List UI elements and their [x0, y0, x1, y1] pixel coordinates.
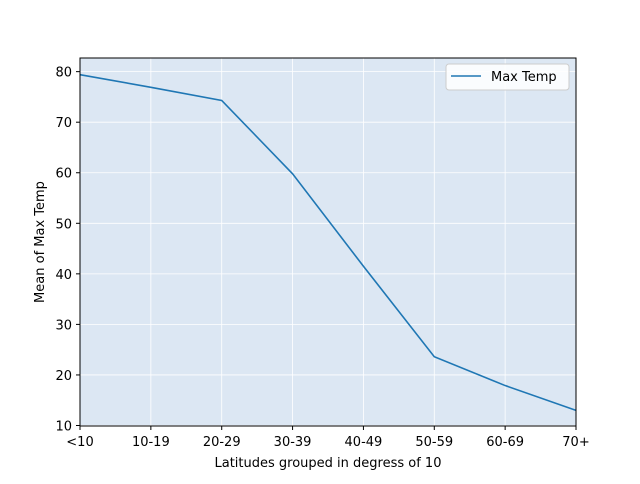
- y-tick-label: 10: [55, 419, 72, 434]
- x-tick-label: 10-19: [132, 435, 170, 450]
- legend-label-max-temp: Max Temp: [491, 70, 557, 85]
- y-axis-label: Mean of Max Temp: [33, 181, 48, 303]
- series-line-max-temp: [79, 73, 577, 412]
- y-tick-label: 80: [55, 66, 72, 81]
- legend-box: [445, 63, 570, 91]
- x-axis: <10 10-19 20-29 30-39 40-49 50-59 60-69 70+: [66, 426, 590, 450]
- legend: Max Temp: [445, 63, 570, 91]
- x-tick-label: 20-29: [203, 435, 241, 450]
- x-axis-label: Latitudes grouped in degress of 10: [215, 456, 442, 471]
- x-tick-label: 40-49: [345, 435, 383, 450]
- plot-frame: [79, 57, 577, 427]
- y-tick-label: 70: [55, 116, 72, 131]
- y-axis: 10 20 30 40 50 60 70 80: [55, 66, 80, 434]
- x-tick-label: 60-69: [486, 435, 524, 450]
- y-tick-label: 30: [55, 318, 72, 333]
- y-tick-label: 50: [55, 217, 72, 232]
- grid-lines: [79, 58, 577, 426]
- y-tick-label: 40: [55, 268, 72, 283]
- y-tick-label: 20: [55, 369, 72, 384]
- y-tick-label: 60: [55, 167, 72, 182]
- x-tick-label: 50-59: [415, 435, 453, 450]
- x-tick-label: 70+: [562, 435, 589, 450]
- x-tick-label: <10: [66, 435, 93, 450]
- x-tick-label: 30-39: [274, 435, 312, 450]
- plot-area: [80, 58, 576, 426]
